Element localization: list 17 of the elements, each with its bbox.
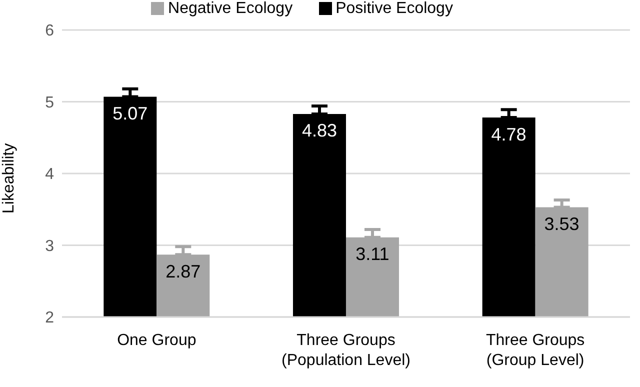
x-tick-label: Three Groups (Group Level) [486,332,585,369]
y-tick-label: 6 [45,22,54,40]
y-tick-label: 5 [45,94,54,112]
data-label: 2.87 [166,261,201,282]
y-tick-label: 3 [45,238,54,255]
data-label: 3.53 [544,214,580,234]
legend-label: Negative Ecology [168,0,293,17]
legend-label: Positive Ecology [336,0,453,17]
y-axis-title: Likeability [0,143,18,214]
data-label: 5.07 [112,104,148,124]
y-tick-label: 2 [45,310,54,327]
data-label: 4.78 [491,124,526,144]
x-tick-label: One Group [117,332,196,349]
x-tick-label: Three Groups (Population Level) [282,332,410,369]
data-label: 3.11 [356,244,390,264]
data-label: 4.83 [302,120,338,141]
y-tick-label: 4 [45,166,54,184]
